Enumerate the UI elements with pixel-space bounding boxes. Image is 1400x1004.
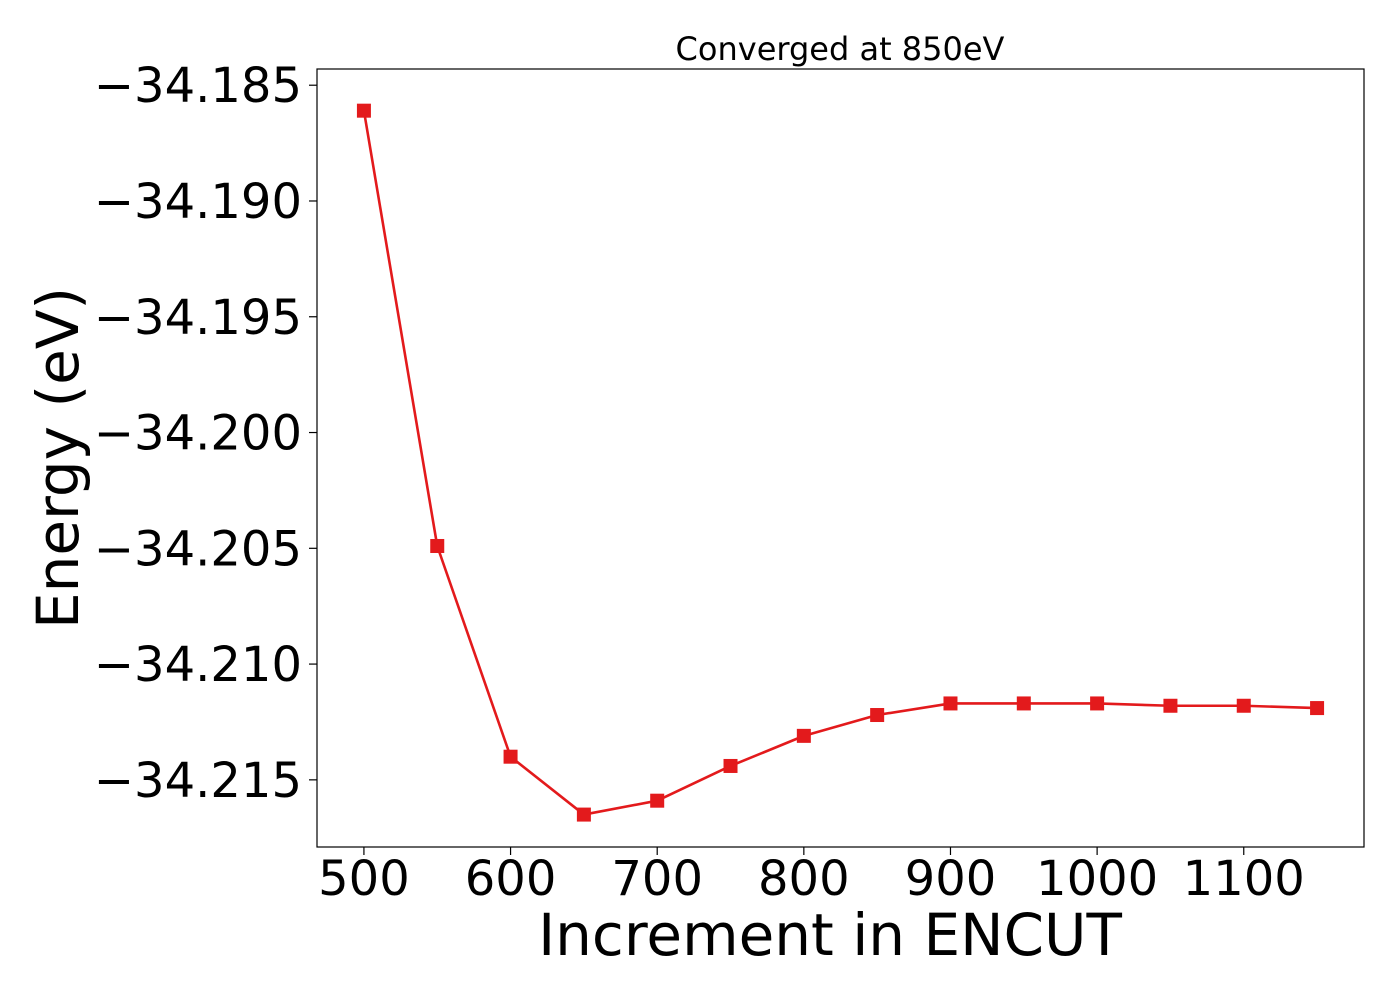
data-point-marker [430,538,445,553]
y-tick-label: −34.210 [94,637,302,693]
x-tick-label: 1000 [1036,851,1158,907]
x-tick-label: 1100 [1183,851,1305,907]
x-axis-ticks: 500 600 700 800 900 1000 1100 [318,847,1305,907]
y-axis-title: Energy (eV) [24,287,92,629]
data-point-marker [1016,696,1031,711]
y-tick-label: −34.205 [94,521,302,577]
data-point-marker [576,807,591,822]
data-point-marker [356,103,371,118]
data-point-marker [1163,698,1178,713]
data-point-marker [943,696,958,711]
series-line [362,110,1318,816]
data-point-marker [1236,698,1251,713]
data-point-marker [503,749,518,764]
y-tick-label: −34.185 [94,58,302,114]
chart-title: Converged at 850eV [676,30,1005,68]
plot-frame [316,68,1365,848]
data-point-marker [1090,696,1105,711]
y-tick-label: −34.190 [94,174,302,230]
data-point-marker [870,708,885,723]
y-axis-ticks: −34.185 −34.190 −34.195 −34.200 −34.205 −34.2… [94,58,317,809]
data-point-marker [1310,701,1325,716]
x-tick-label: 700 [611,851,703,907]
x-tick-label: 900 [905,851,997,907]
series-layer [356,103,1325,822]
data-point-marker [650,793,665,808]
y-tick-label: −34.200 [94,406,302,462]
x-tick-label: 800 [758,851,850,907]
x-tick-label: 600 [465,851,557,907]
data-point-marker [796,728,811,743]
x-tick-label: 500 [318,851,410,907]
x-axis-title: Increment in ENCUT [538,901,1122,969]
y-tick-label: −34.215 [94,753,302,809]
y-tick-label: −34.195 [94,290,302,346]
data-point-marker [723,758,738,773]
